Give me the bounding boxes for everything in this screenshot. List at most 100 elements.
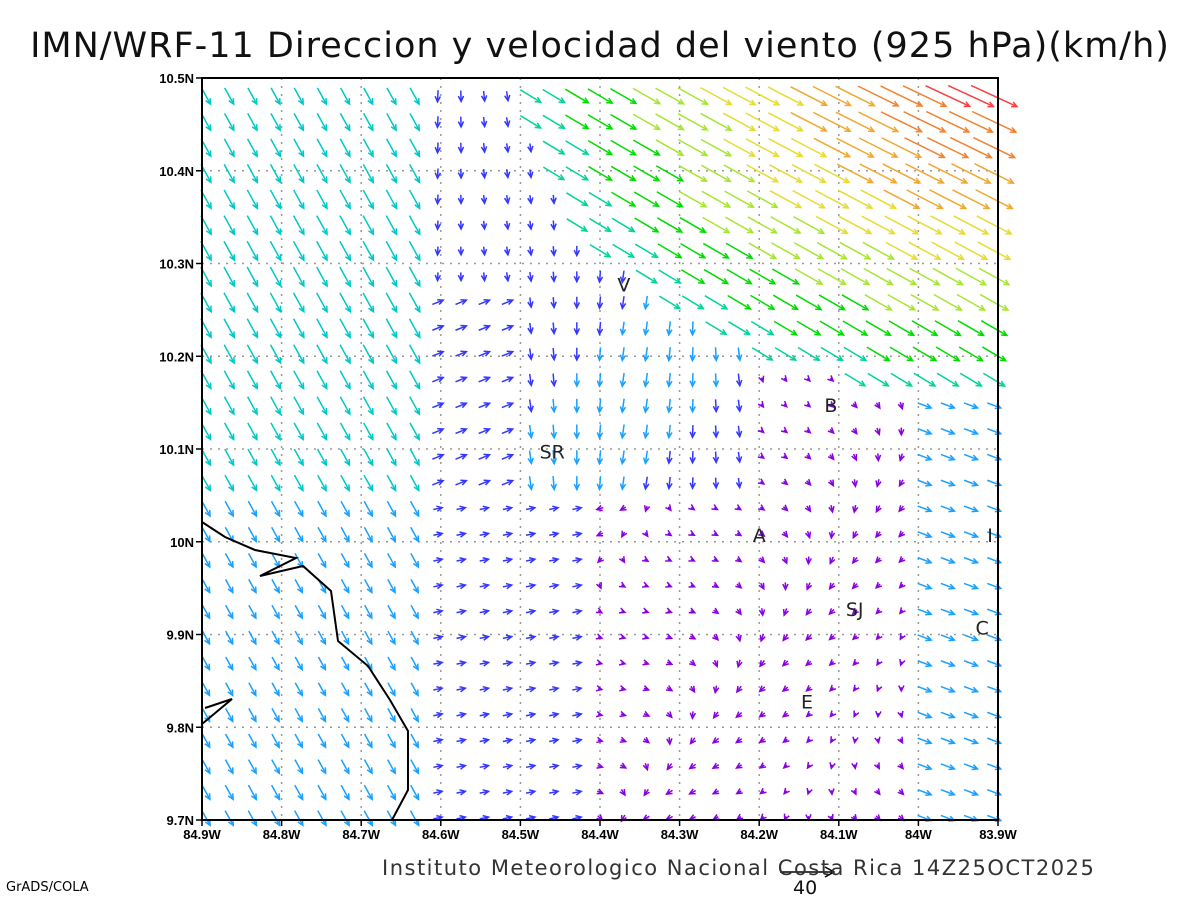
wind-vector <box>293 810 304 827</box>
wind-vector <box>565 166 590 181</box>
wind-vector <box>963 531 980 539</box>
wind-vector <box>723 164 756 183</box>
wind-vector <box>294 656 304 672</box>
wind-vector <box>930 215 967 235</box>
wind-vector <box>612 243 636 258</box>
wind-vector <box>642 710 651 717</box>
wind-vector <box>596 373 604 388</box>
wind-vector <box>768 138 804 158</box>
wind-vector <box>247 784 258 801</box>
wind-vector <box>865 320 892 337</box>
wind-vector <box>875 479 882 488</box>
wind-vector <box>434 116 442 129</box>
wind-vector <box>863 267 894 286</box>
wind-vector <box>666 450 673 465</box>
wind-vector <box>758 530 766 538</box>
wind-vector <box>247 552 257 569</box>
wind-vector <box>432 350 445 357</box>
wind-vector <box>688 607 697 614</box>
wind-vector <box>201 759 211 775</box>
wind-vector <box>917 582 933 590</box>
wind-vector <box>317 500 327 518</box>
wind-vector <box>525 634 537 641</box>
x-tick-label: 84.6W <box>422 827 460 842</box>
wind-vector <box>782 608 790 617</box>
wind-vector <box>642 476 650 491</box>
wind-vector <box>963 402 980 410</box>
wind-vector <box>385 240 398 262</box>
wind-vector <box>949 136 993 159</box>
wind-vector <box>712 477 720 490</box>
wind-vector <box>385 215 398 236</box>
wind-vector <box>270 112 281 132</box>
wind-vector <box>702 216 731 234</box>
wind-vector <box>782 736 790 744</box>
wind-vector <box>362 189 375 210</box>
wind-vector <box>711 814 720 821</box>
wind-vector <box>225 656 234 672</box>
wind-vector <box>596 424 604 440</box>
wind-vector <box>874 401 881 410</box>
wind-vector <box>781 685 790 693</box>
wind-vector <box>385 138 398 158</box>
wind-vector <box>913 372 937 387</box>
wind-vector <box>457 220 465 231</box>
wind-vector <box>619 450 627 466</box>
y-tick-label: 9.7N <box>167 813 194 828</box>
wind-vector <box>479 685 491 693</box>
wind-vector <box>844 372 867 387</box>
wind-vector <box>677 113 709 131</box>
wind-vector <box>269 189 282 210</box>
wind-vector <box>573 373 581 388</box>
wind-vector <box>767 112 805 132</box>
wind-vector <box>711 762 720 770</box>
wind-vector <box>769 190 803 209</box>
wind-vector <box>678 138 709 157</box>
wind-vector <box>797 346 821 362</box>
wind-vector <box>689 425 696 440</box>
wind-vector <box>805 633 813 642</box>
wind-vector <box>980 320 1009 337</box>
wind-vector <box>852 736 859 745</box>
wind-vector <box>527 476 534 492</box>
wind-vector <box>926 110 971 133</box>
wind-vector <box>565 114 590 130</box>
wind-vector <box>201 474 212 492</box>
wind-vector <box>735 399 743 413</box>
wind-vector <box>527 195 534 205</box>
wind-vector <box>362 422 374 442</box>
wind-vector <box>796 320 822 336</box>
wind-vector <box>917 763 933 771</box>
wind-vector <box>759 787 767 795</box>
wind-vector <box>819 320 846 336</box>
wind-vector <box>898 581 906 589</box>
wind-vector <box>596 321 604 336</box>
wind-vector <box>689 321 696 337</box>
wind-vector <box>880 85 924 107</box>
x-tick-label: 84W <box>905 827 932 842</box>
wind-vector <box>665 711 673 719</box>
wind-vector <box>386 448 397 467</box>
wind-vector <box>829 710 837 718</box>
wind-vector <box>735 634 742 643</box>
wind-vector <box>456 737 468 744</box>
wind-vector <box>793 215 826 235</box>
wind-vector <box>527 450 534 466</box>
wind-vector <box>793 242 825 260</box>
map-title: IMN/WRF-11 Direccion y velocidad del vie… <box>30 26 1170 66</box>
wind-vector <box>898 427 905 437</box>
wind-vector <box>948 110 995 133</box>
wind-vector <box>759 659 766 668</box>
wind-vector <box>317 784 327 801</box>
wind-vector <box>340 733 350 749</box>
wind-vector <box>224 500 235 518</box>
wind-vector <box>925 84 972 108</box>
wind-vector <box>619 372 627 388</box>
wind-vector <box>688 762 697 770</box>
wind-vector <box>940 763 957 771</box>
wind-vector <box>317 656 327 672</box>
wind-vector <box>620 530 628 539</box>
wind-vector <box>759 813 767 821</box>
wind-vector <box>890 372 914 387</box>
